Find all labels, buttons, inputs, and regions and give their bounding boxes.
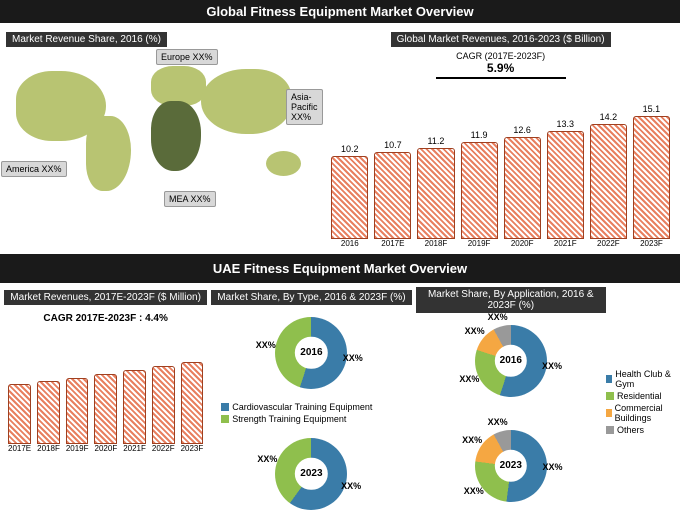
bar-value: 13.3 xyxy=(556,119,574,129)
slice-label: XX% xyxy=(341,481,361,491)
type-legend: Cardiovascular Training Equipment Strengt… xyxy=(221,402,411,424)
x-tick: 2022F xyxy=(152,444,175,453)
bar xyxy=(123,370,146,444)
legend-swatch xyxy=(606,409,612,417)
revenue-header: Global Market Revenues, 2016-2023 ($ Bil… xyxy=(391,32,611,47)
uae-title: UAE Fitness Equipment Market Overview xyxy=(3,257,677,280)
x-tick: 2022F xyxy=(590,239,627,248)
legend-swatch xyxy=(606,375,612,383)
callout-asia: Asia- Pacific XX% xyxy=(286,89,323,125)
uae-cagr: CAGR 2017E-2023F : 4.4% xyxy=(4,313,207,324)
global-x-axis: 2016 2017E 2018F 2019F 2020F 2021F 2022F 2023F xyxy=(327,239,674,248)
uae-app-header: Market Share, By Application, 2016 & 202… xyxy=(416,287,606,313)
legend-swatch xyxy=(221,403,229,411)
bar xyxy=(181,362,204,444)
bar xyxy=(37,381,60,444)
global-bar-chart: 10.2 10.7 11.2 11.9 12.6 13.3 14.2 15.1 xyxy=(327,89,674,239)
slice-label: XX% xyxy=(465,326,485,336)
global-title: Global Fitness Equipment Market Overview xyxy=(0,0,680,23)
map-panel: Market Revenue Share, 2016 (%) Europe XX… xyxy=(6,29,321,248)
x-tick: 2017E xyxy=(8,444,31,453)
x-tick: 2023F xyxy=(181,444,204,453)
slice-label: XX% xyxy=(488,417,508,427)
bar-value: 11.2 xyxy=(428,136,445,146)
uae-type-header: Market Share, By Type, 2016 & 2023F (%) xyxy=(211,290,411,305)
uae-rev-header: Market Revenues, 2017E-2023F ($ Million) xyxy=(4,290,207,305)
bar xyxy=(461,142,498,239)
bar xyxy=(94,374,117,444)
bar xyxy=(547,131,584,239)
donut-app-2016: 2016XX%XX%XX%XX% xyxy=(416,313,606,408)
x-tick: 2023F xyxy=(633,239,670,248)
callout-america: America XX% xyxy=(1,161,67,177)
cagr-value: 5.9% xyxy=(487,61,514,75)
donut-type-2023: 2023XX%XX% xyxy=(211,426,411,521)
x-tick: 2018F xyxy=(37,444,60,453)
bar-value: 14.2 xyxy=(600,112,618,122)
x-tick: 2021F xyxy=(547,239,584,248)
uae-x-axis: 2017E 2018F 2019F 2020F 2021F 2022F 2023F xyxy=(4,444,207,453)
bar xyxy=(633,116,670,239)
cagr-label: CAGR (2017E-2023F) xyxy=(446,51,556,61)
bar-value: 15.1 xyxy=(643,104,661,114)
donut-type-2016: 2016XX%XX% xyxy=(211,305,411,400)
x-tick: 2019F xyxy=(66,444,89,453)
slice-label: XX% xyxy=(488,312,508,322)
legend-label: Commercial Buildings xyxy=(615,403,676,423)
global-cagr: CAGR (2017E-2023F) 5.9% xyxy=(436,49,566,79)
bar-value: 10.7 xyxy=(384,140,402,150)
bar-value: 12.6 xyxy=(513,125,531,135)
x-tick: 2016 xyxy=(331,239,368,248)
bar xyxy=(374,152,411,239)
callout-mea: MEA XX% xyxy=(164,191,216,207)
bar-value: 10.2 xyxy=(341,144,359,154)
legend-label: Others xyxy=(617,425,644,435)
x-tick: 2017E xyxy=(374,239,411,248)
uae-app-panel: Market Share, By Application, 2016 & 202… xyxy=(416,287,676,521)
bar xyxy=(417,148,454,239)
x-tick: 2020F xyxy=(95,444,118,453)
bar xyxy=(8,384,31,444)
slice-label: XX% xyxy=(459,374,479,384)
donut-app-2023: 2023XX%XX%XX%XX% xyxy=(416,418,606,513)
global-revenue-panel: Global Market Revenues, 2016-2023 ($ Bil… xyxy=(327,29,674,248)
slice-label: XX% xyxy=(343,353,363,363)
bar xyxy=(590,124,627,239)
legend-label: Residential xyxy=(617,391,662,401)
map-header: Market Revenue Share, 2016 (%) xyxy=(6,32,167,47)
uae-bar-chart xyxy=(4,334,207,444)
world-map: Europe XX% Asia- Pacific XX% America XX%… xyxy=(6,51,321,216)
x-tick: 2019F xyxy=(461,239,498,248)
slice-label: XX% xyxy=(256,340,276,350)
legend-label: Health Club & Gym xyxy=(615,369,676,389)
callout-europe: Europe XX% xyxy=(156,49,218,65)
legend-swatch xyxy=(606,426,614,434)
slice-label: XX% xyxy=(542,361,562,371)
legend-label: Cardiovascular Training Equipment xyxy=(232,402,372,412)
uae-revenue-panel: Market Revenues, 2017E-2023F ($ Million)… xyxy=(4,287,207,521)
app-legend: Health Club & Gym Residential Commercial B… xyxy=(606,367,676,521)
bar xyxy=(331,156,368,239)
slice-label: XX% xyxy=(462,435,482,445)
x-tick: 2021F xyxy=(123,444,146,453)
x-tick: 2020F xyxy=(504,239,541,248)
slice-label: XX% xyxy=(542,462,562,472)
bar xyxy=(504,137,541,239)
bar xyxy=(66,378,89,444)
legend-swatch xyxy=(221,415,229,423)
legend-label: Strength Training Equipment xyxy=(232,414,346,424)
bar xyxy=(152,366,175,444)
slice-label: XX% xyxy=(257,454,277,464)
uae-type-panel: Market Share, By Type, 2016 & 2023F (%) … xyxy=(211,287,411,521)
legend-swatch xyxy=(606,392,614,400)
x-tick: 2018F xyxy=(417,239,454,248)
bar-value: 11.9 xyxy=(471,130,488,140)
slice-label: XX% xyxy=(464,486,484,496)
